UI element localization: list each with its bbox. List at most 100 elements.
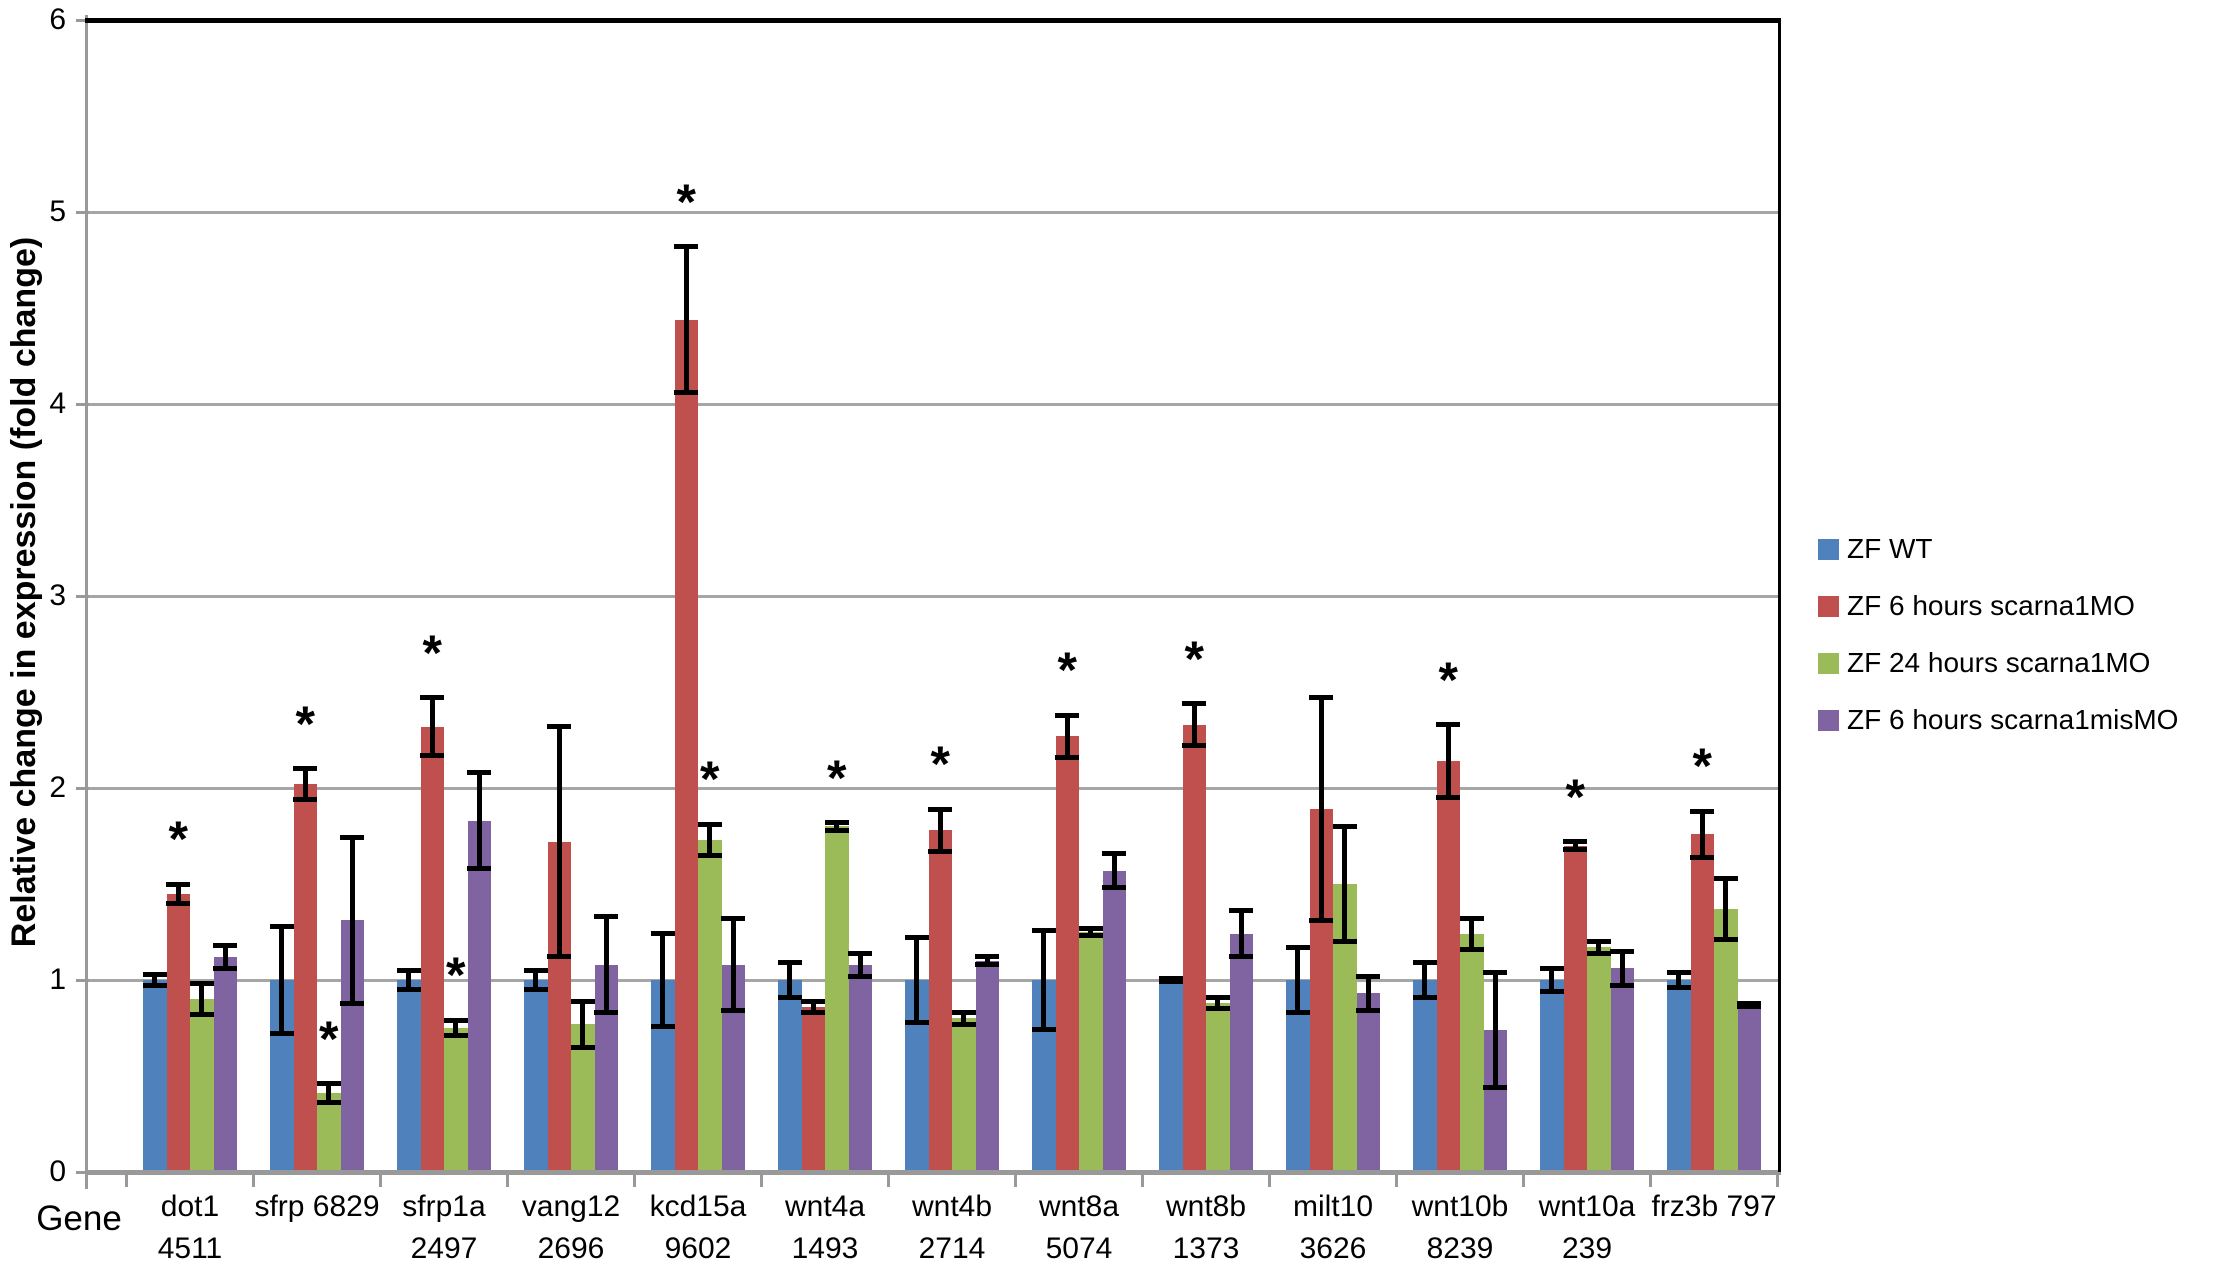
bar — [1714, 908, 1738, 1172]
category-label: dot1 4511 — [110, 1186, 270, 1270]
error-bar — [1469, 918, 1475, 950]
error-bar — [222, 945, 228, 969]
bar — [340, 920, 364, 1172]
bar — [524, 980, 548, 1172]
error-bar-cap — [523, 987, 548, 993]
error-bar-cap — [189, 1012, 214, 1018]
significance-star: * — [676, 173, 696, 230]
error-bar — [1295, 947, 1301, 1013]
error-bar-cap — [904, 1019, 929, 1025]
error-bar-cap — [1666, 985, 1691, 991]
error-bar-cap — [1031, 927, 1056, 933]
category-label: wnt8a 5074 — [999, 1186, 1159, 1270]
error-bar-cap — [975, 962, 1000, 968]
error-bar-cap — [975, 954, 1000, 960]
x-tick — [125, 1174, 128, 1187]
category-label-line: 2714 — [918, 1232, 986, 1265]
error-bar-cap — [1737, 1000, 1762, 1006]
significance-star: * — [422, 624, 442, 681]
error-bar-cap — [928, 848, 953, 854]
bar — [928, 830, 952, 1172]
category-label: vang12 2696 — [491, 1186, 651, 1270]
error-bar-cap — [269, 1031, 294, 1037]
bar — [1610, 968, 1634, 1172]
error-bar-cap — [674, 244, 699, 250]
error-bar — [1191, 703, 1197, 746]
error-bar-cap — [420, 695, 445, 701]
error-bar-cap — [1539, 989, 1564, 995]
bar — [1159, 980, 1183, 1172]
bar — [674, 319, 698, 1172]
bar — [143, 980, 167, 1172]
error-bar-cap — [1102, 885, 1127, 891]
x-tick — [1268, 1174, 1271, 1187]
category-label-line: 3626 — [1299, 1232, 1367, 1265]
legend-swatch — [1818, 709, 1839, 731]
error-bar-cap — [1285, 944, 1310, 950]
y-tick — [76, 210, 89, 214]
error-bar-cap — [1436, 795, 1461, 801]
bar — [270, 980, 294, 1172]
error-bar — [834, 822, 840, 831]
bar — [975, 960, 999, 1172]
category-label-line: 9602 — [664, 1232, 732, 1265]
error-bar-cap — [547, 724, 572, 730]
bar — [190, 999, 214, 1172]
error-bar — [984, 956, 990, 965]
x-tick — [1776, 1174, 1779, 1187]
x-tick — [1649, 1174, 1652, 1187]
category-label-line: wnt10a — [1538, 1190, 1636, 1223]
y-tick — [76, 18, 89, 22]
y-tick-label: 1 — [49, 963, 66, 996]
y-tick-label: 4 — [49, 387, 66, 420]
y-tick — [76, 594, 89, 598]
error-bar — [937, 809, 943, 852]
x-tick — [506, 1174, 509, 1187]
bar — [1737, 1004, 1761, 1172]
error-bar — [199, 983, 205, 1015]
bar — [952, 1018, 976, 1172]
error-bar-cap — [1459, 946, 1484, 952]
error-bar — [1215, 997, 1221, 1009]
legend-label: ZF 6 hours scarna1MO — [1847, 590, 2135, 621]
error-bar-cap — [142, 983, 167, 989]
bar — [1055, 736, 1079, 1172]
error-bar — [1445, 724, 1451, 798]
error-bar-cap — [213, 965, 238, 971]
bar — [213, 956, 237, 1172]
error-bar-cap — [570, 998, 595, 1004]
error-bar-cap — [697, 821, 722, 827]
error-bar-cap — [1309, 695, 1334, 701]
error-bar-cap — [650, 1023, 675, 1029]
error-bar-cap — [316, 1100, 341, 1106]
error-bar-cap — [674, 389, 699, 395]
error-bar-cap — [1078, 925, 1103, 931]
bar — [1460, 933, 1484, 1172]
bar — [420, 726, 444, 1172]
legend-swatch — [1818, 538, 1839, 560]
error-bar — [683, 246, 689, 393]
error-bar — [1064, 715, 1070, 758]
error-bar-cap — [904, 935, 929, 941]
error-bar-cap — [1690, 808, 1715, 814]
error-bar — [453, 1020, 459, 1036]
error-bar-cap — [443, 1017, 468, 1023]
bar — [444, 1028, 468, 1172]
error-bar-cap — [1737, 1004, 1762, 1010]
legend-item: ZF WT — [1818, 534, 1933, 564]
error-bar — [787, 962, 793, 998]
error-bar-cap — [340, 835, 365, 841]
error-bar — [1676, 972, 1682, 988]
error-bar-cap — [166, 881, 191, 887]
error-bar-cap — [1483, 1085, 1508, 1091]
error-bar-cap — [189, 981, 214, 987]
error-bar-cap — [1229, 908, 1254, 914]
error-bar — [1572, 841, 1578, 850]
significance-star: * — [1565, 768, 1585, 825]
category-label-line: dot1 — [160, 1190, 220, 1223]
error-bar-cap — [1332, 939, 1357, 945]
x-tick — [1141, 1174, 1144, 1187]
bar — [721, 964, 745, 1172]
legend-item: ZF 24 hours scarna1MO — [1818, 648, 2150, 678]
error-bar-cap — [848, 973, 873, 979]
